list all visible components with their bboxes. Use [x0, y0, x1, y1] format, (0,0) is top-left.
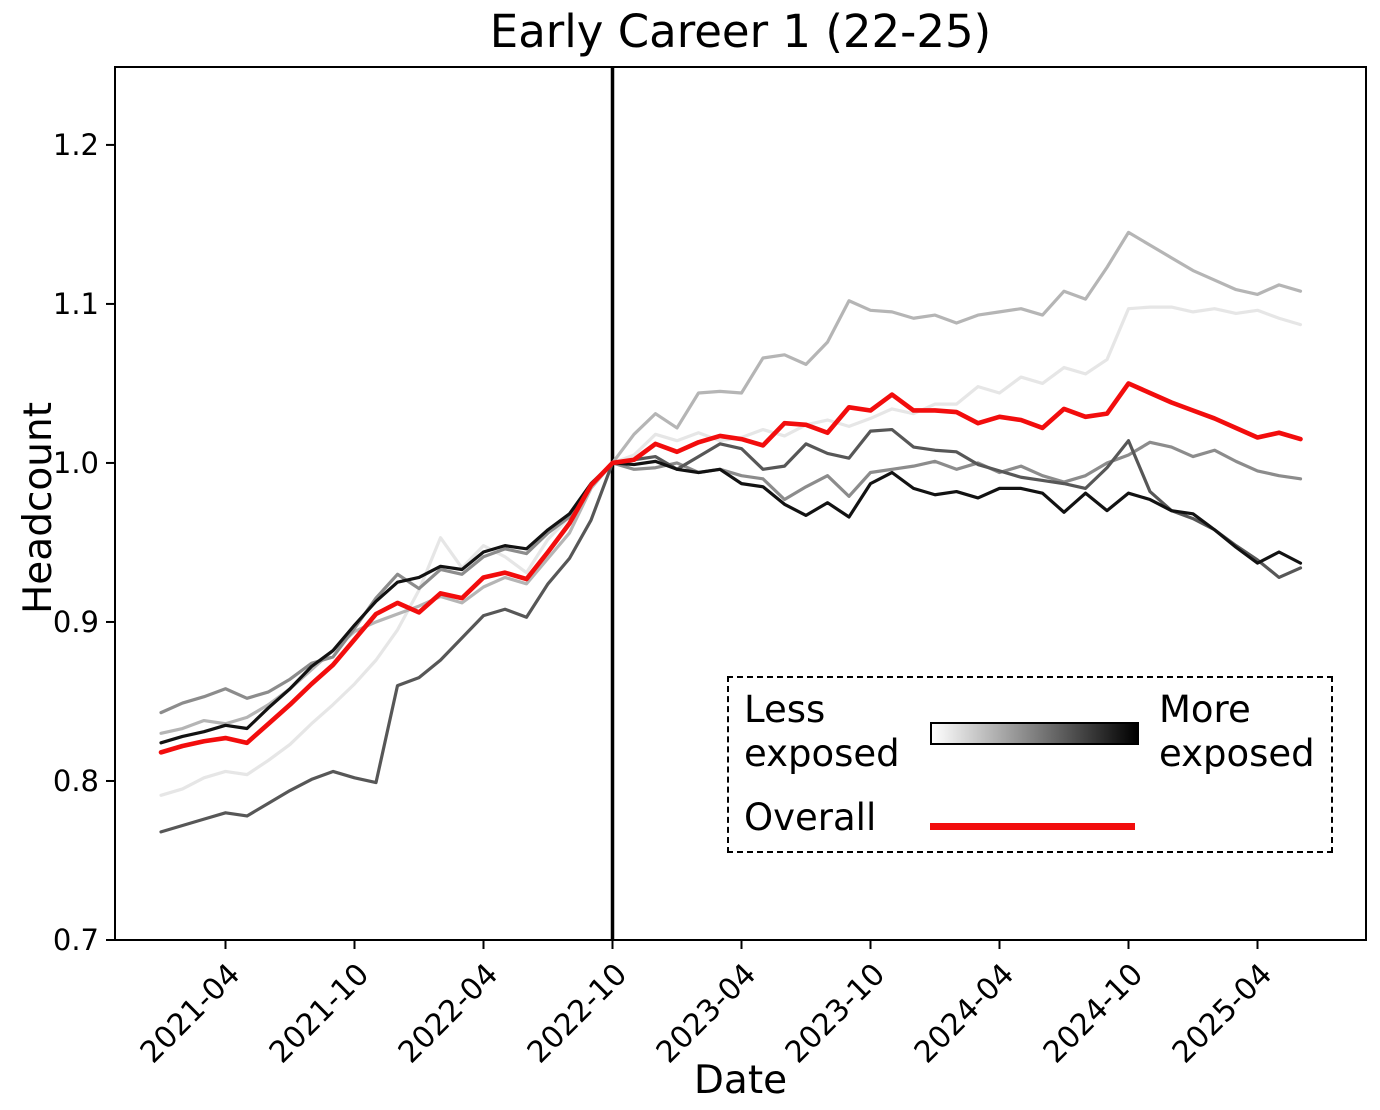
x-tick-label: 2021-04: [134, 957, 247, 1070]
y-tick-label: 0.7: [53, 923, 99, 957]
x-axis-label: Date: [693, 1058, 788, 1103]
x-tick-label: 2025-04: [1166, 957, 1279, 1070]
y-tick-label: 0.9: [53, 605, 99, 639]
x-tick-label: 2024-10: [1037, 957, 1150, 1070]
legend-more-exposed-label: More exposed: [1159, 688, 1315, 775]
series-line-overall: [158, 381, 1303, 755]
y-tick-label: 1.1: [53, 287, 99, 321]
y-tick-label: 1.0: [53, 446, 99, 480]
legend-less-exposed-label: Less exposed: [744, 688, 900, 775]
legend-overall-label: Overall: [744, 796, 877, 839]
x-tick-label: 2022-10: [521, 957, 634, 1070]
chart-title: Early Career 1 (22-25): [489, 5, 992, 58]
series-line-exposure_quintile_3: [159, 440, 1303, 715]
x-tick-label: 2024-04: [908, 957, 1021, 1070]
exposure-gradient-bar: [930, 722, 1139, 745]
x-tick-label: 2021-10: [263, 957, 376, 1070]
y-axis-label: Headcount: [16, 402, 61, 615]
legend: Less exposed More exposed Overall: [727, 676, 1333, 853]
y-tick-label: 1.2: [53, 128, 99, 162]
x-tick-label: 2023-04: [650, 957, 763, 1070]
x-tick-label: 2022-04: [392, 957, 505, 1070]
series-line-exposure_quintile_4: [159, 427, 1303, 834]
y-tick-label: 0.8: [53, 764, 99, 798]
overall-line-swatch: [930, 823, 1135, 830]
x-tick-label: 2023-10: [779, 957, 892, 1070]
series-line-exposure_quintile_5_most_exposed: [159, 459, 1303, 745]
